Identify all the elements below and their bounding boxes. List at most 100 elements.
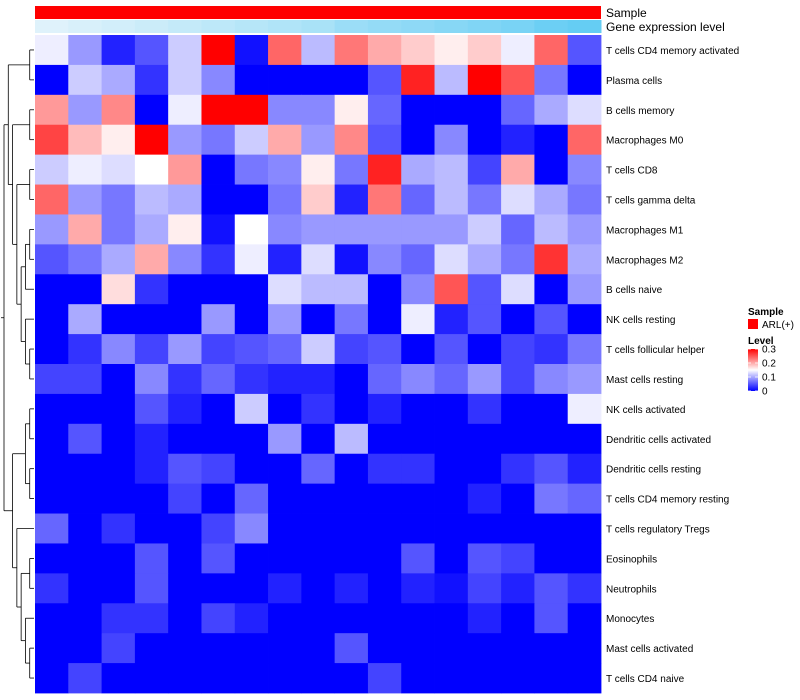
heatmap-cell [534, 633, 569, 664]
annotation-expression-cell [534, 20, 569, 33]
heatmap-cell [68, 633, 102, 664]
heatmap-cell [201, 513, 236, 544]
heatmap-cell [401, 304, 435, 335]
heatmap-cell [101, 334, 136, 365]
heatmap-cell [301, 663, 336, 694]
heatmap-cell [234, 244, 269, 275]
heatmap-cell [501, 513, 535, 544]
heatmap-cell [501, 154, 535, 185]
heatmap-cell [467, 603, 502, 634]
row-label: Mast cells resting [606, 375, 683, 386]
heatmap-cell [467, 364, 502, 395]
heatmap-cell [35, 393, 69, 425]
heatmap-cell [467, 573, 502, 604]
heatmap-cell [334, 94, 369, 126]
heatmap-cell [301, 513, 336, 544]
heatmap-cell [467, 154, 502, 185]
row-label: T cells regulatory Tregs [606, 525, 710, 536]
legend-sample-title: Sample [748, 307, 784, 318]
heatmap-cell [234, 364, 269, 395]
heatmap-cell [201, 364, 236, 395]
heatmap-cell [301, 633, 336, 664]
heatmap-cell [268, 334, 302, 365]
heatmap-cell [501, 94, 535, 126]
heatmap-cell [268, 35, 302, 66]
heatmap-cell [367, 364, 402, 395]
heatmap-cell [35, 64, 69, 96]
heatmap-cell [434, 603, 469, 634]
heatmap-cell [434, 304, 469, 335]
heatmap-cell [501, 64, 535, 96]
heatmap-cell [434, 573, 469, 604]
row-label: T cells CD4 naive [606, 674, 685, 685]
heatmap-cell [334, 663, 369, 694]
heatmap-cell [201, 633, 236, 664]
heatmap-cell [68, 364, 102, 395]
heatmap-cell [68, 393, 102, 425]
heatmap-cell [234, 35, 269, 66]
heatmap-cell [434, 453, 469, 485]
heatmap-cell [501, 35, 535, 66]
heatmap-cell [567, 543, 602, 574]
heatmap-cell [201, 423, 236, 455]
heatmap-cell [534, 393, 569, 425]
heatmap-cell [434, 94, 469, 126]
heatmap-cell [134, 663, 169, 694]
row-label: B cells naive [606, 285, 663, 296]
heatmap-cell [501, 453, 535, 485]
heatmap-cell [234, 423, 269, 455]
heatmap-cell [401, 274, 435, 305]
heatmap-cell [501, 124, 535, 156]
heatmap-cell [35, 244, 69, 275]
heatmap-cell [68, 244, 102, 275]
heatmap-cell [168, 453, 202, 485]
legend-level-ticks: 0.3 0.2 0.1 0 [748, 345, 776, 398]
heatmap-cell [268, 543, 302, 574]
heatmap-cell [301, 453, 336, 485]
heatmap-cell [501, 393, 535, 425]
heatmap-cell [201, 304, 236, 335]
heatmap-cells [35, 35, 602, 694]
heatmap-cell [567, 633, 602, 664]
heatmap-cell [401, 663, 435, 694]
heatmap-cell [268, 633, 302, 664]
heatmap-cell [234, 334, 269, 365]
row-label: Neutrophils [606, 584, 657, 595]
row-label: Mast cells activated [606, 644, 693, 655]
heatmap-cell [467, 483, 502, 514]
annotation-expression-cell [467, 20, 502, 33]
heatmap-cell [68, 453, 102, 485]
annotation-label-sample: Sample [606, 6, 647, 20]
heatmap-cell [234, 543, 269, 574]
heatmap-cell [334, 603, 369, 634]
annotation-expression-cell [234, 20, 269, 33]
row-label: Macrophages M2 [606, 255, 684, 266]
heatmap-cell [567, 393, 602, 425]
heatmap-cell [168, 244, 202, 275]
heatmap-cell [301, 274, 336, 305]
heatmap-cell [434, 364, 469, 395]
heatmap-cell [401, 214, 435, 245]
heatmap-cell [534, 154, 569, 185]
heatmap-cell [35, 184, 69, 215]
heatmap-cell [367, 663, 402, 694]
heatmap-cell [367, 513, 402, 544]
heatmap-cell [234, 214, 269, 245]
heatmap-cell [434, 124, 469, 156]
heatmap-cell [101, 423, 136, 455]
heatmap-cell [68, 663, 102, 694]
heatmap-cell [68, 334, 102, 365]
heatmap-cell [268, 393, 302, 425]
heatmap-cell [567, 304, 602, 335]
row-label: Dendritic cells activated [606, 435, 711, 446]
heatmap-cell [168, 423, 202, 455]
heatmap-cell [301, 64, 336, 96]
heatmap-cell [401, 244, 435, 275]
annotation-label-gene-expression: Gene expression level [606, 20, 725, 34]
heatmap-cell [501, 184, 535, 215]
heatmap-cell [268, 124, 302, 156]
heatmap-cell [201, 603, 236, 634]
heatmap-cell [68, 64, 102, 96]
heatmap-cell [467, 274, 502, 305]
